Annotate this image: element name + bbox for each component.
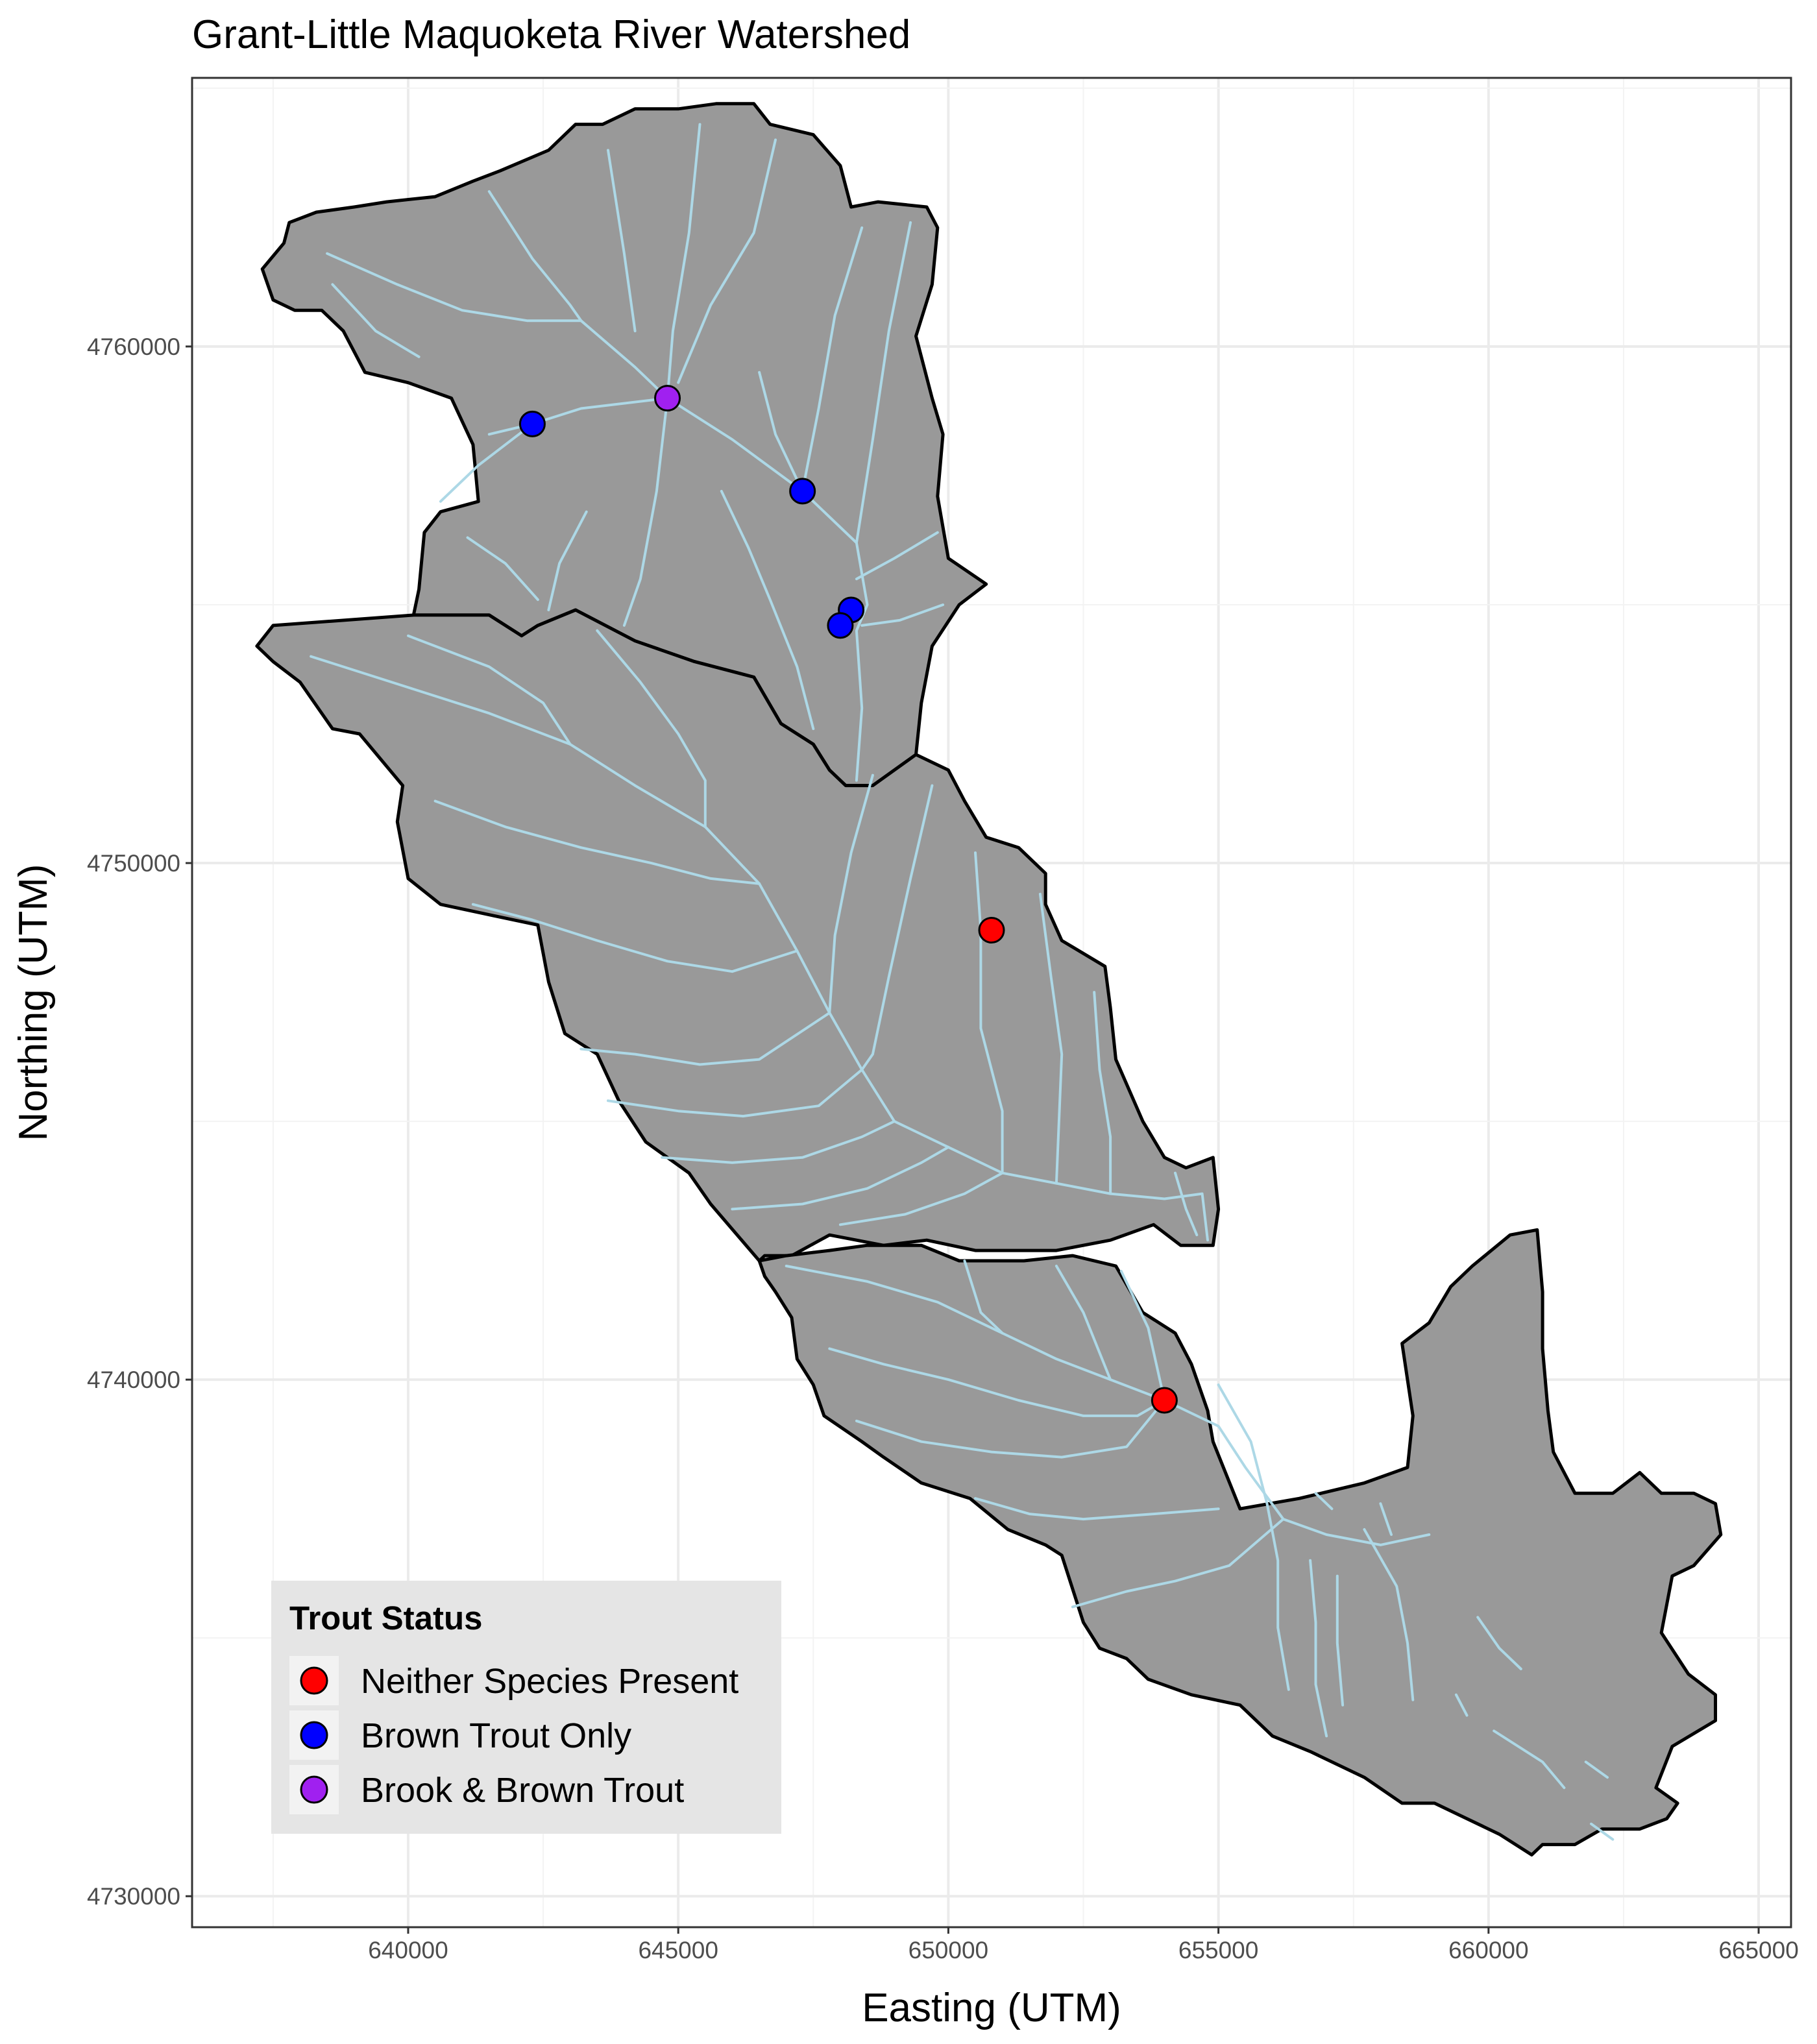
- stream-line: [855, 221, 912, 544]
- stream-line: [1379, 1502, 1393, 1536]
- y-tick-label: 4730000: [87, 1883, 180, 1910]
- stream-line: [1093, 991, 1112, 1195]
- stream-line: [1309, 1559, 1328, 1738]
- y-axis-title: Northing (UTM): [11, 864, 56, 1141]
- stream-line: [1363, 1528, 1415, 1701]
- site-point-both[interactable]: [654, 385, 681, 412]
- stream-line: [731, 1145, 950, 1211]
- x-tick-label: 640000: [368, 1937, 448, 1964]
- y-tick-label: 4750000: [87, 850, 180, 877]
- stream-line: [439, 422, 534, 503]
- legend-key-brown: [300, 1721, 328, 1749]
- stream-line: [855, 1399, 1166, 1459]
- stream-line: [1584, 1760, 1609, 1779]
- stream-line: [596, 629, 707, 829]
- legend: Trout Status Neither Species Present Brow…: [271, 1581, 781, 1834]
- stream-line: [622, 396, 669, 627]
- stream-line: [407, 634, 572, 746]
- y-tick-label: 4740000: [87, 1367, 180, 1393]
- panel-border: [191, 77, 1792, 1928]
- x-tick-label: 660000: [1448, 1937, 1528, 1964]
- stream-line: [1476, 1616, 1522, 1670]
- x-axis-title: Easting (UTM): [862, 1986, 1121, 2030]
- stream-line: [758, 371, 804, 493]
- stream-line: [547, 510, 588, 611]
- plot-title: Grant-Little Maquoketa River Watershed: [192, 12, 910, 57]
- legend-title: Trout Status: [289, 1600, 483, 1636]
- stream-line: [1174, 1171, 1199, 1237]
- stream-line: [801, 226, 864, 493]
- stream-line: [1055, 1265, 1112, 1381]
- legend-entries: Neither Species Present Brown Trout Only B…: [289, 1656, 738, 1814]
- stream-line: [607, 1068, 864, 1118]
- x-tick-label: 650000: [908, 1937, 988, 1964]
- stream-line: [310, 655, 1209, 1242]
- watershed-south: [757, 1228, 1723, 1856]
- stream-line: [1314, 1492, 1334, 1511]
- legend-key-neither: [300, 1666, 328, 1695]
- stream-line: [1590, 1822, 1615, 1841]
- stream-line: [1071, 1518, 1285, 1609]
- site-point-neither[interactable]: [1151, 1387, 1178, 1414]
- stream-line: [963, 1259, 1004, 1335]
- stream-line: [471, 903, 799, 973]
- site-point-brown[interactable]: [827, 612, 854, 639]
- stream-line: [466, 536, 539, 602]
- x-tick-label: 665000: [1718, 1937, 1798, 1964]
- stream-line: [1217, 1383, 1290, 1691]
- stream-line: [433, 799, 761, 885]
- stream-line: [860, 603, 945, 627]
- x-tick-label: 655000: [1178, 1937, 1258, 1964]
- x-axis-ticks: 640000 645000 650000 655000 660000 665000: [368, 1927, 1799, 1964]
- watershed-central: [255, 608, 1221, 1263]
- y-axis-ticks: 4730000 4740000 4750000 4760000: [87, 334, 192, 1910]
- stream-line: [1038, 892, 1064, 1185]
- stream-line: [661, 1120, 896, 1164]
- legend-key-both: [300, 1775, 328, 1804]
- legend-label-neither: Neither Species Present: [361, 1662, 738, 1701]
- legend-label-both: Brook & Brown Trout: [361, 1771, 684, 1810]
- legend-label-brown: Brown Trout Only: [361, 1716, 631, 1755]
- site-point-brown[interactable]: [518, 410, 546, 437]
- stream-line: [607, 149, 637, 333]
- stream-line: [487, 190, 583, 322]
- legend-background: [271, 1581, 781, 1834]
- stream-line: [838, 1171, 1004, 1226]
- stream-line: [579, 1011, 831, 1066]
- site-points: [518, 385, 1178, 1414]
- stream-line: [974, 1497, 1220, 1521]
- stream-line: [326, 252, 669, 400]
- stream-line: [331, 283, 421, 358]
- site-point-neither[interactable]: [978, 917, 1005, 944]
- stream-line: [828, 1347, 1166, 1417]
- stream-line: [1119, 1270, 1166, 1402]
- stream-line: [855, 531, 939, 581]
- stream-line: [1454, 1693, 1469, 1717]
- stream-line: [720, 489, 815, 731]
- stream-line: [860, 784, 934, 1071]
- site-point-brown[interactable]: [789, 478, 816, 505]
- x-tick-label: 645000: [638, 1937, 718, 1964]
- stream-line: [677, 138, 777, 384]
- watershed-polygons: [255, 102, 1723, 1856]
- stream-line: [1493, 1729, 1566, 1790]
- y-tick-label: 4760000: [87, 334, 180, 360]
- stream-line: [974, 851, 1004, 1174]
- stream-line: [487, 396, 669, 436]
- stream-line: [828, 773, 874, 1014]
- stream-line: [1335, 1574, 1345, 1707]
